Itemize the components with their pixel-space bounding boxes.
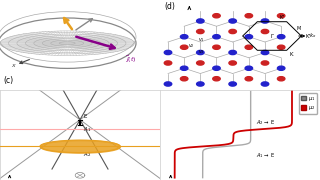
- Text: $v_3$: $v_3$: [198, 48, 205, 56]
- Circle shape: [164, 82, 172, 86]
- Circle shape: [180, 35, 188, 39]
- Circle shape: [213, 14, 220, 18]
- Circle shape: [261, 19, 269, 23]
- Circle shape: [229, 61, 236, 65]
- Circle shape: [277, 66, 285, 70]
- Circle shape: [261, 50, 269, 55]
- Circle shape: [261, 61, 269, 65]
- Text: $v_2$: $v_2$: [188, 42, 195, 50]
- Text: K': K': [279, 15, 284, 20]
- Circle shape: [277, 45, 285, 49]
- Text: M: M: [297, 26, 301, 31]
- Text: E: E: [83, 114, 87, 119]
- Circle shape: [229, 50, 236, 55]
- Circle shape: [277, 14, 285, 18]
- Circle shape: [180, 66, 188, 70]
- Circle shape: [229, 29, 236, 34]
- Circle shape: [245, 35, 252, 39]
- Circle shape: [180, 45, 188, 49]
- Circle shape: [277, 35, 285, 39]
- Circle shape: [261, 29, 269, 34]
- Circle shape: [213, 35, 220, 39]
- Circle shape: [180, 77, 188, 81]
- Circle shape: [196, 61, 204, 65]
- Circle shape: [196, 29, 204, 34]
- Text: $k_x$: $k_x$: [309, 31, 317, 40]
- Circle shape: [213, 45, 220, 49]
- Circle shape: [229, 19, 236, 23]
- Circle shape: [261, 82, 269, 86]
- Text: $y$: $y$: [187, 0, 192, 1]
- Circle shape: [164, 50, 172, 55]
- Circle shape: [229, 82, 236, 86]
- Legend: $\mu_1$, $\mu_2$: $\mu_1$, $\mu_2$: [299, 93, 317, 114]
- Circle shape: [245, 45, 252, 49]
- Circle shape: [245, 66, 252, 70]
- Circle shape: [277, 77, 285, 81]
- Circle shape: [213, 77, 220, 81]
- Text: $A_1$: $A_1$: [83, 125, 92, 134]
- Text: $v_1$: $v_1$: [198, 36, 205, 44]
- Text: (d): (d): [164, 2, 175, 11]
- Circle shape: [245, 77, 252, 81]
- Circle shape: [245, 14, 252, 18]
- Text: K: K: [289, 52, 293, 57]
- Text: (c): (c): [3, 76, 13, 86]
- Text: $\vec{J}(t)$: $\vec{J}(t)$: [125, 54, 136, 65]
- Circle shape: [213, 66, 220, 70]
- Circle shape: [196, 19, 204, 23]
- Text: $\Gamma$: $\Gamma$: [269, 32, 275, 40]
- Text: $x$: $x$: [11, 62, 17, 69]
- Text: $A_1 \to$ E: $A_1 \to$ E: [256, 151, 276, 160]
- Text: K': K': [306, 33, 311, 39]
- Text: $A_2$: $A_2$: [83, 150, 91, 159]
- Text: $A_2 \to$ E: $A_2 \to$ E: [256, 118, 276, 127]
- Circle shape: [196, 50, 204, 55]
- Circle shape: [164, 61, 172, 65]
- Circle shape: [196, 82, 204, 86]
